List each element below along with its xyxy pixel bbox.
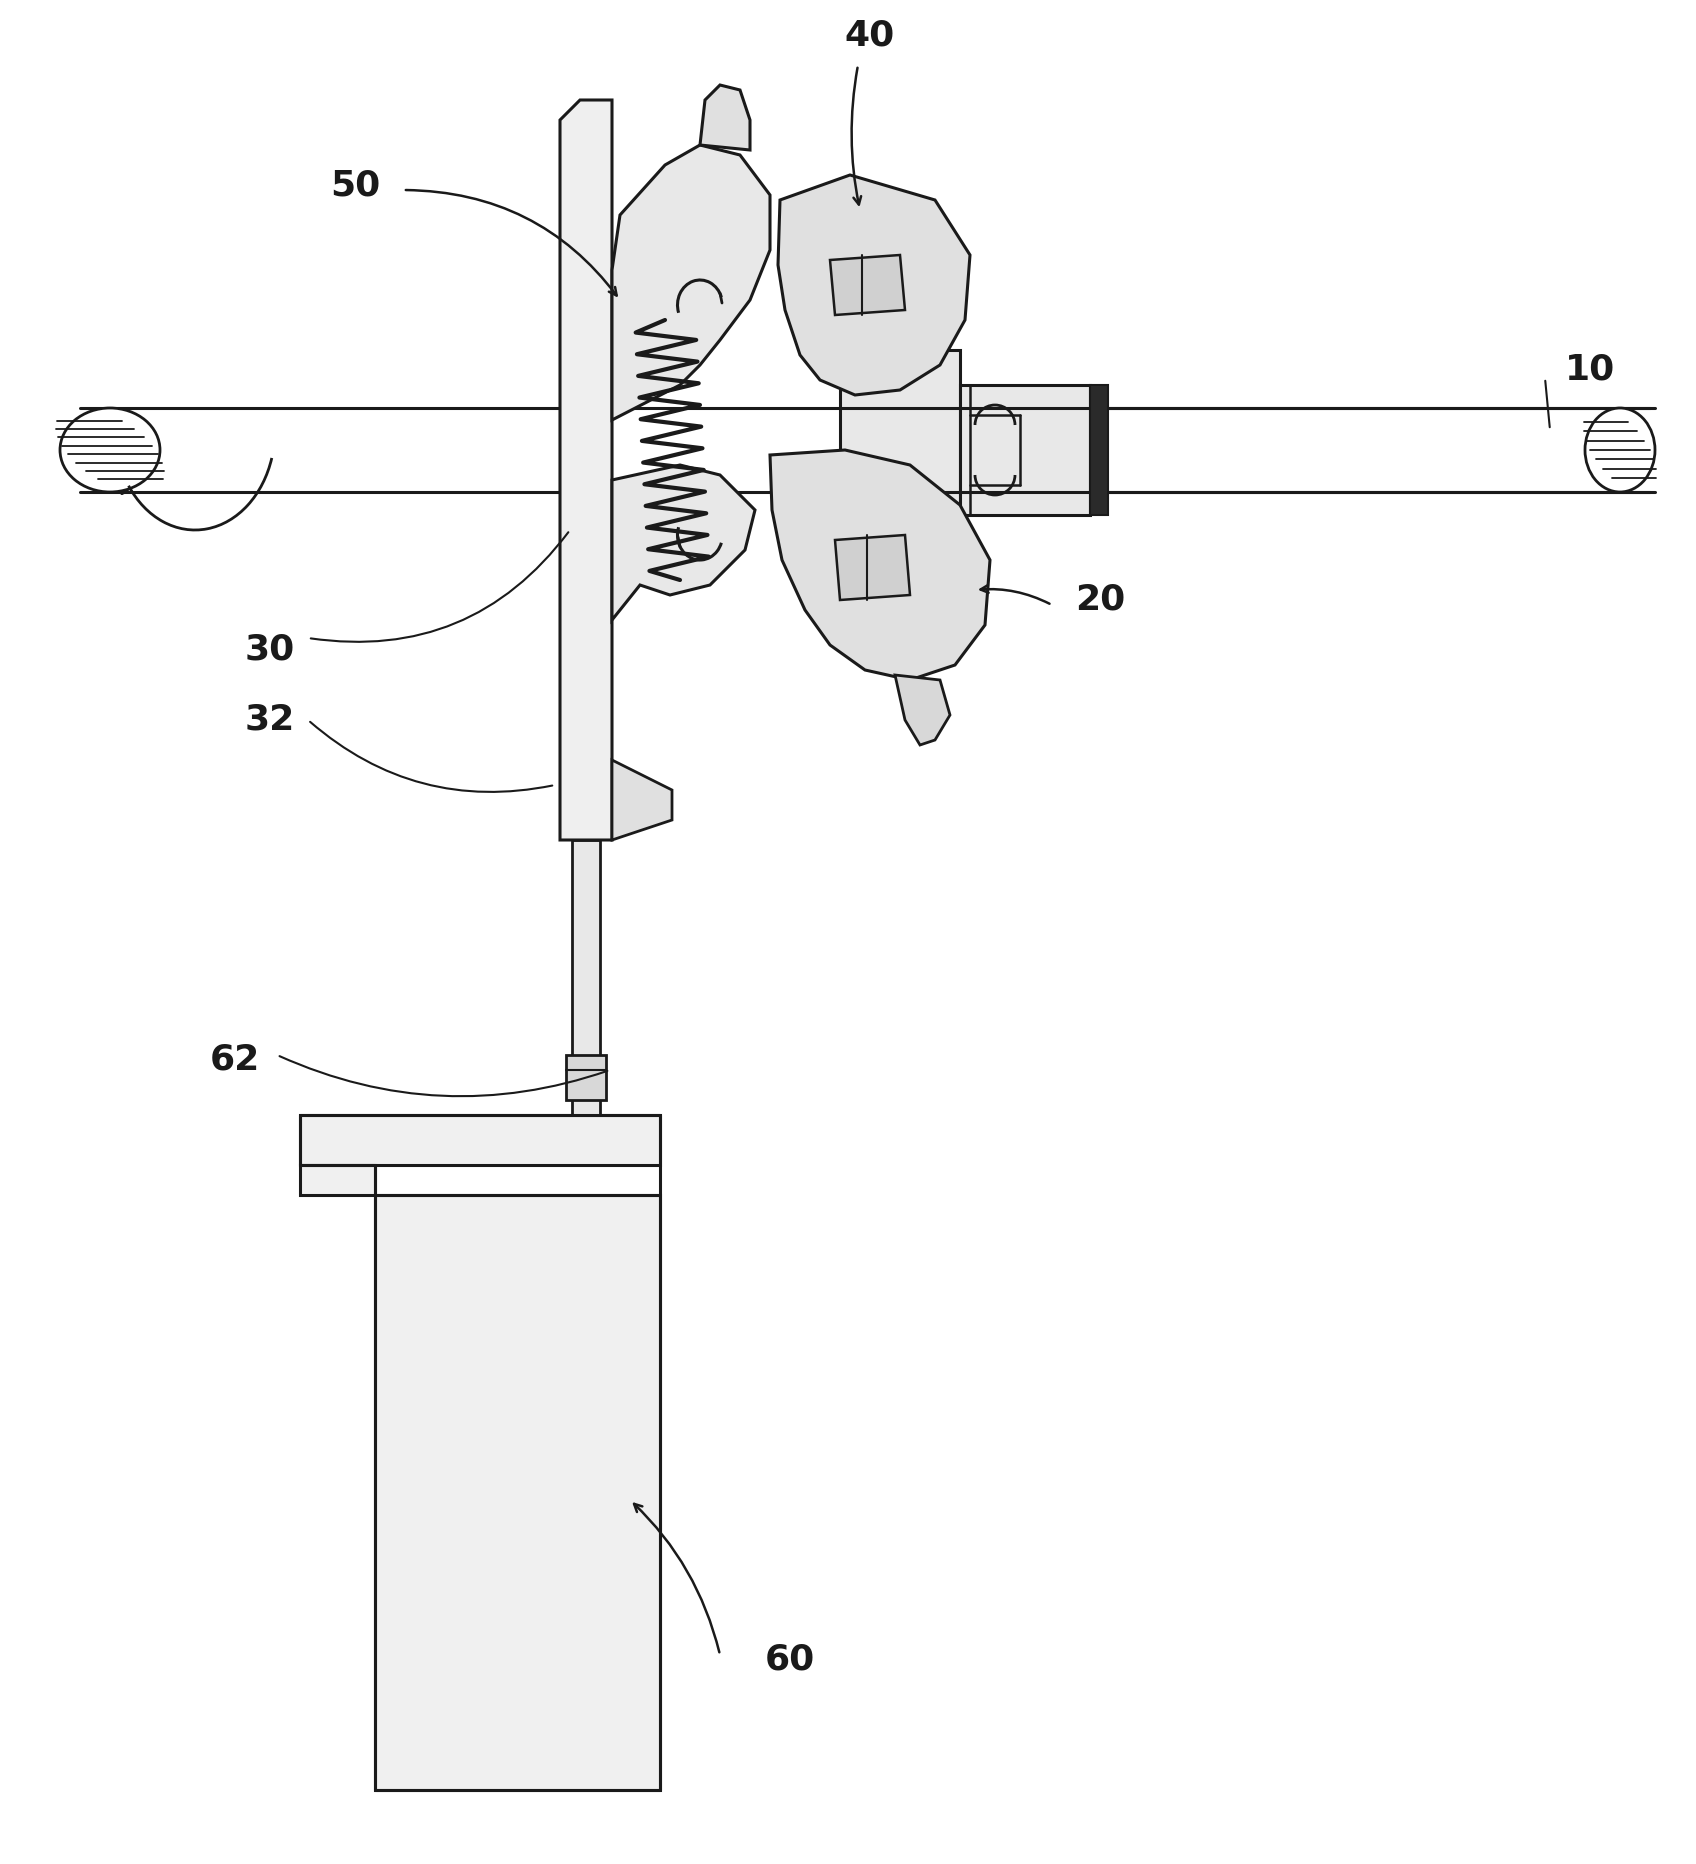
Ellipse shape — [1586, 408, 1655, 492]
FancyArrowPatch shape — [310, 533, 568, 641]
Text: 50: 50 — [331, 168, 380, 201]
Polygon shape — [612, 145, 770, 419]
Ellipse shape — [59, 408, 159, 492]
FancyArrowPatch shape — [405, 190, 617, 296]
Polygon shape — [1091, 386, 1107, 514]
Polygon shape — [834, 535, 911, 600]
Text: 32: 32 — [244, 703, 295, 736]
Text: 20: 20 — [1075, 583, 1124, 617]
Polygon shape — [560, 101, 612, 841]
Polygon shape — [895, 675, 950, 746]
Text: 30: 30 — [244, 634, 295, 667]
Polygon shape — [960, 386, 1091, 514]
Polygon shape — [572, 841, 600, 1115]
Text: 40: 40 — [845, 19, 895, 52]
Polygon shape — [840, 350, 960, 550]
Polygon shape — [560, 408, 612, 492]
FancyArrowPatch shape — [310, 721, 553, 792]
Polygon shape — [612, 761, 672, 841]
Polygon shape — [300, 1115, 660, 1165]
Polygon shape — [612, 464, 755, 621]
Polygon shape — [770, 449, 990, 680]
Polygon shape — [300, 1165, 375, 1195]
Text: 60: 60 — [765, 1642, 816, 1678]
FancyArrowPatch shape — [1545, 380, 1550, 427]
Polygon shape — [566, 1055, 605, 1100]
FancyArrowPatch shape — [634, 1504, 719, 1652]
Polygon shape — [375, 1195, 660, 1789]
FancyArrowPatch shape — [851, 67, 862, 205]
Text: 62: 62 — [210, 1044, 259, 1077]
Text: 10: 10 — [1565, 352, 1615, 388]
FancyArrowPatch shape — [280, 1057, 607, 1096]
Polygon shape — [700, 86, 750, 149]
Polygon shape — [829, 255, 906, 315]
Polygon shape — [778, 175, 970, 395]
FancyArrowPatch shape — [980, 585, 1050, 604]
